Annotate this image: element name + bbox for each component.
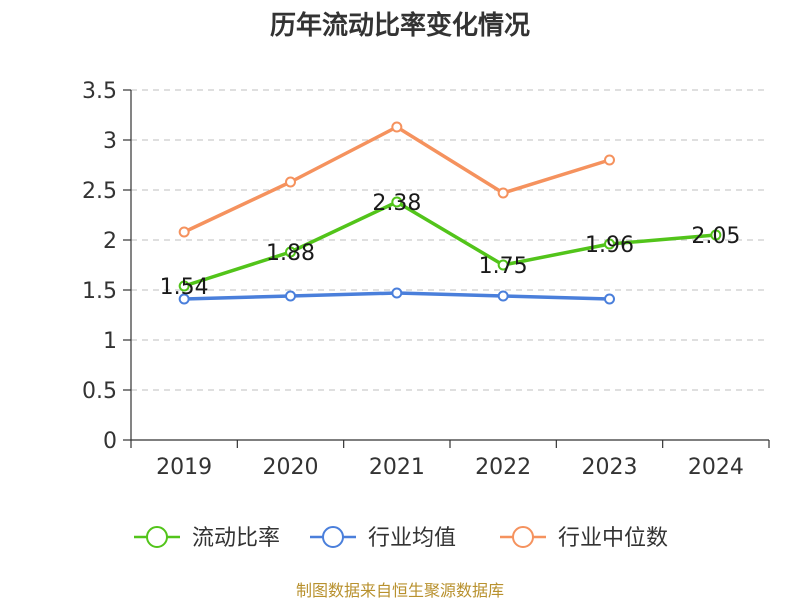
- legend: 流动比率 行业均值 行业中位数: [134, 526, 668, 551]
- y-tick-label: 3.5: [82, 79, 117, 104]
- data-point: [178, 226, 190, 238]
- legend-label: 流动比率: [192, 526, 280, 551]
- x-tick-label: 2022: [475, 455, 531, 480]
- data-point: [710, 229, 722, 241]
- x-tick-label: 2020: [263, 455, 319, 480]
- data-point: [497, 187, 509, 199]
- legend-label: 行业均值: [368, 526, 456, 551]
- data-point: [178, 293, 190, 305]
- data-label: 2.38: [372, 191, 421, 216]
- y-tick-label: 2.5: [82, 179, 117, 204]
- data-point: [285, 290, 296, 302]
- data-point: [178, 280, 190, 292]
- y-tick-label: 2: [103, 229, 117, 254]
- series-line: [183, 200, 716, 288]
- x-tick-label: 2024: [688, 455, 744, 480]
- legend-item[interactable]: 行业均值: [310, 526, 456, 551]
- data-label: 1.54: [160, 275, 209, 300]
- data-point: [497, 259, 509, 271]
- data-label: 2.05: [691, 224, 740, 249]
- legend-item[interactable]: 行业中位数: [500, 526, 668, 551]
- y-tick-label: 0: [103, 429, 117, 454]
- data-labels: 1.54 1.88 2.38 1.75 1.96 2.05: [160, 191, 741, 300]
- data-point: [285, 176, 296, 188]
- legend-marker: [146, 526, 168, 548]
- series-line: [183, 125, 611, 234]
- data-point: [604, 293, 615, 305]
- data-point: [391, 196, 403, 208]
- data-point: [391, 121, 403, 133]
- x-tick-label: 2023: [582, 455, 638, 480]
- x-tick-label: 2019: [156, 455, 212, 480]
- series-lines: [178, 121, 722, 305]
- data-point: [391, 287, 403, 299]
- y-tick-label: 1.5: [82, 279, 117, 304]
- source-note: 制图数据来自恒生聚源数据库: [295, 581, 504, 600]
- legend-marker: [512, 526, 534, 548]
- legend-label: 行业中位数: [558, 526, 668, 551]
- data-label: 1.96: [585, 233, 634, 258]
- chart-title: 历年流动比率变化情况: [270, 10, 530, 41]
- legend-item[interactable]: 流动比率: [134, 526, 280, 551]
- data-point: [497, 290, 509, 302]
- y-tick-label: 3: [103, 129, 117, 154]
- data-point: [604, 154, 615, 166]
- data-point: [285, 246, 296, 258]
- data-label: 1.75: [479, 254, 528, 279]
- x-tick-label: 2021: [369, 455, 425, 480]
- y-tick-label: 1: [103, 329, 117, 354]
- y-tick-label: 0.5: [82, 379, 117, 404]
- data-label: 1.88: [266, 241, 315, 266]
- axes: 0 0.5 1 1.5 2 2.5 3 3.5 2019 2020 2021 2022 2023 2024: [82, 79, 770, 480]
- legend-marker: [322, 526, 344, 548]
- data-point: [604, 238, 615, 250]
